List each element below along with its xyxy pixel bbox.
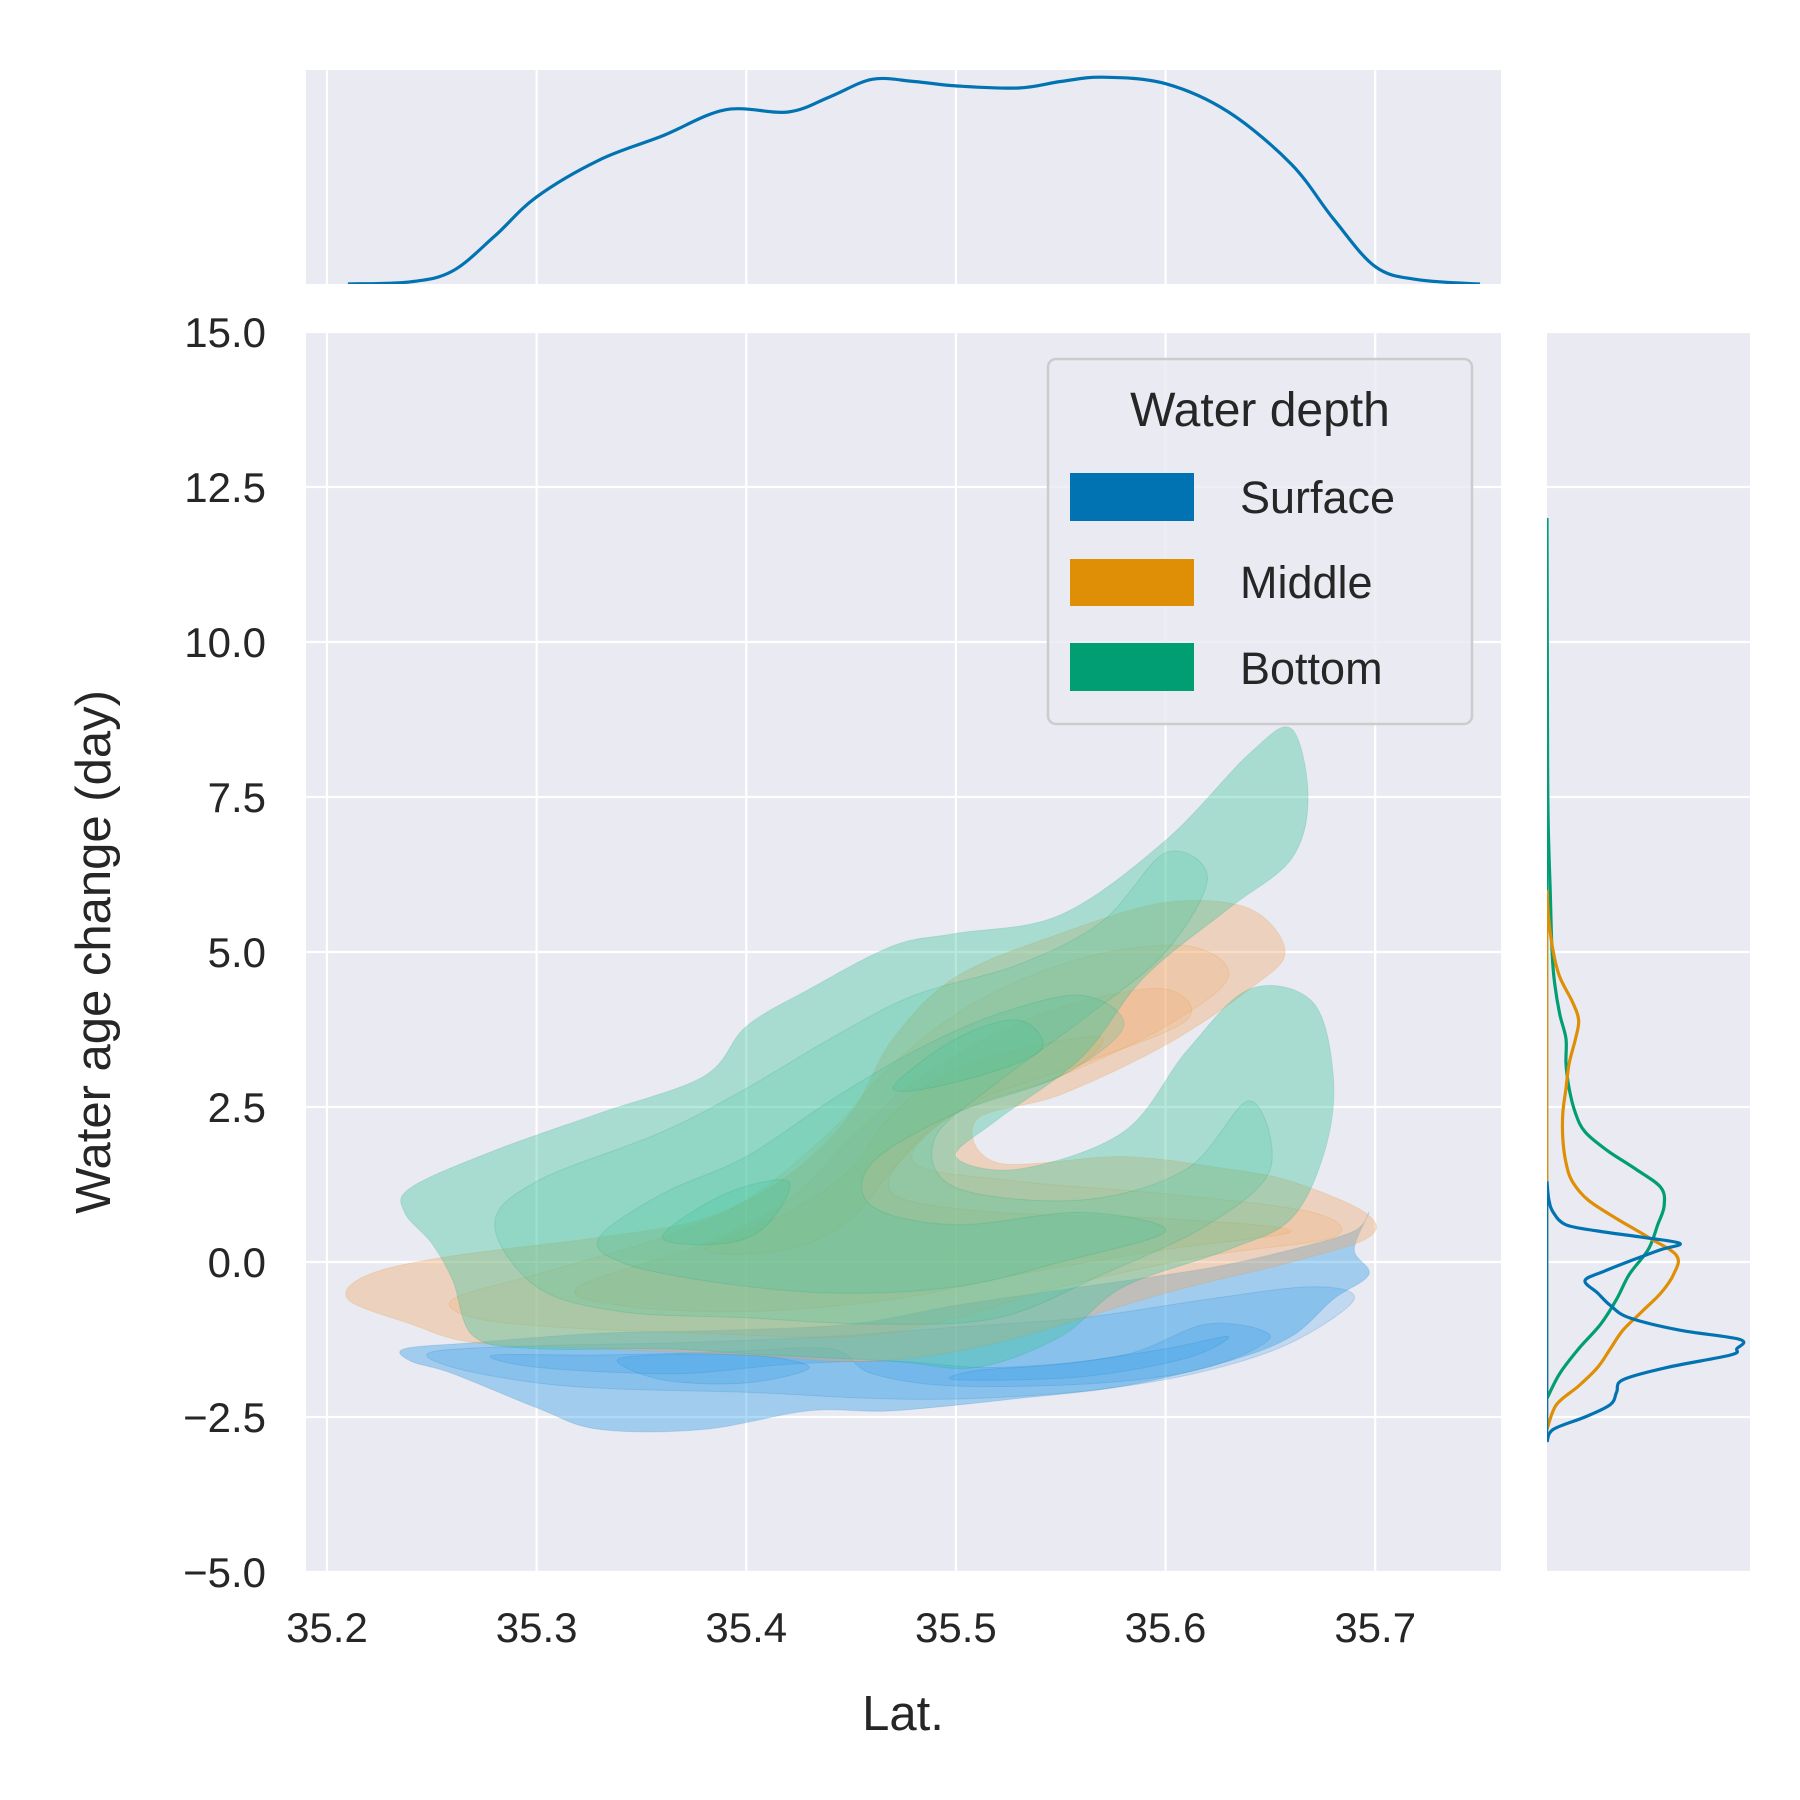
top-marginal-axes	[306, 70, 1501, 284]
legend-swatch-middle	[1070, 559, 1194, 606]
legend-label-bottom: Bottom	[1240, 643, 1383, 694]
legend-title: Water depth	[1130, 384, 1390, 437]
y-tick-label: 0.0	[208, 1239, 266, 1286]
kde-region-surface-level-3	[617, 1353, 810, 1385]
kde-surface	[399, 1211, 1370, 1433]
x-axis-label: Lat.	[862, 1687, 944, 1741]
legend: Water depth Surface Middle Bottom	[1046, 357, 1474, 726]
y-tick-label: 10.0	[184, 619, 266, 666]
kde-region-bottom-level-1	[494, 850, 1273, 1325]
y-tick-label: −2.5	[183, 1394, 266, 1441]
y-tick-label: −5.0	[183, 1549, 266, 1596]
top-marginal-grid	[325, 70, 1377, 284]
y-axis-label: Water age change (day)	[67, 690, 121, 1214]
kde-region-surface-level-0	[399, 1211, 1370, 1433]
x-tick-label: 35.7	[1334, 1604, 1416, 1651]
kde-contours	[345, 726, 1377, 1433]
kde-bottom	[400, 726, 1335, 1370]
kde-region-middle-level-1	[448, 944, 1343, 1338]
kde-region-surface-level-1	[426, 1286, 1355, 1400]
right-marginal-curves	[1547, 517, 1746, 1443]
y-tick-label: 15.0	[184, 309, 266, 356]
kde-region-bottom-level-3	[661, 1179, 791, 1246]
kde-region-bottom-level-3	[892, 1019, 1044, 1092]
kde-region-middle-level-3	[703, 1036, 1104, 1255]
y-tick-label: 5.0	[208, 929, 266, 976]
kde-region-bottom-level-2	[596, 994, 1167, 1294]
legend-label-middle: Middle	[1240, 557, 1373, 608]
x-tick-label: 35.5	[915, 1604, 997, 1651]
y-tick-label: 2.5	[208, 1084, 266, 1131]
x-tick-label: 35.2	[286, 1604, 368, 1651]
kde-region-bottom-level-0	[400, 726, 1335, 1370]
kde-middle	[345, 899, 1377, 1363]
legend-swatch-surface	[1070, 473, 1194, 521]
legend-frame	[1046, 357, 1474, 726]
legend-swatch-bottom	[1070, 643, 1194, 691]
kde-region-surface-level-2	[489, 1322, 1271, 1388]
x-tick-label: 35.4	[705, 1604, 787, 1651]
y-tick-labels: −5.0 −2.5 0.0 2.5 5.0 7.5 10.0 12.5 15.0	[183, 309, 266, 1596]
top-marginal-curve	[347, 75, 1481, 284]
kde-region-middle-level-0	[345, 899, 1377, 1363]
y-tick-label: 7.5	[208, 774, 266, 821]
marginal-x-curve	[347, 75, 1481, 284]
marginal-y-curve-middle	[1547, 889, 1680, 1430]
kde-region-surface-level-3	[948, 1335, 1230, 1381]
legend-label-surface: Surface	[1240, 472, 1395, 523]
x-tick-label: 35.3	[496, 1604, 578, 1651]
kde-region-middle-level-2	[574, 988, 1292, 1313]
marginal-y-curve-bottom	[1547, 517, 1667, 1400]
x-tick-labels: 35.2 35.3 35.4 35.5 35.6 35.7	[286, 1604, 1416, 1651]
y-tick-label: 12.5	[184, 464, 266, 511]
marginal-y-curve-surface	[1547, 1181, 1746, 1443]
right-marginal-grid	[1547, 330, 1750, 1574]
x-tick-label: 35.6	[1125, 1604, 1207, 1651]
